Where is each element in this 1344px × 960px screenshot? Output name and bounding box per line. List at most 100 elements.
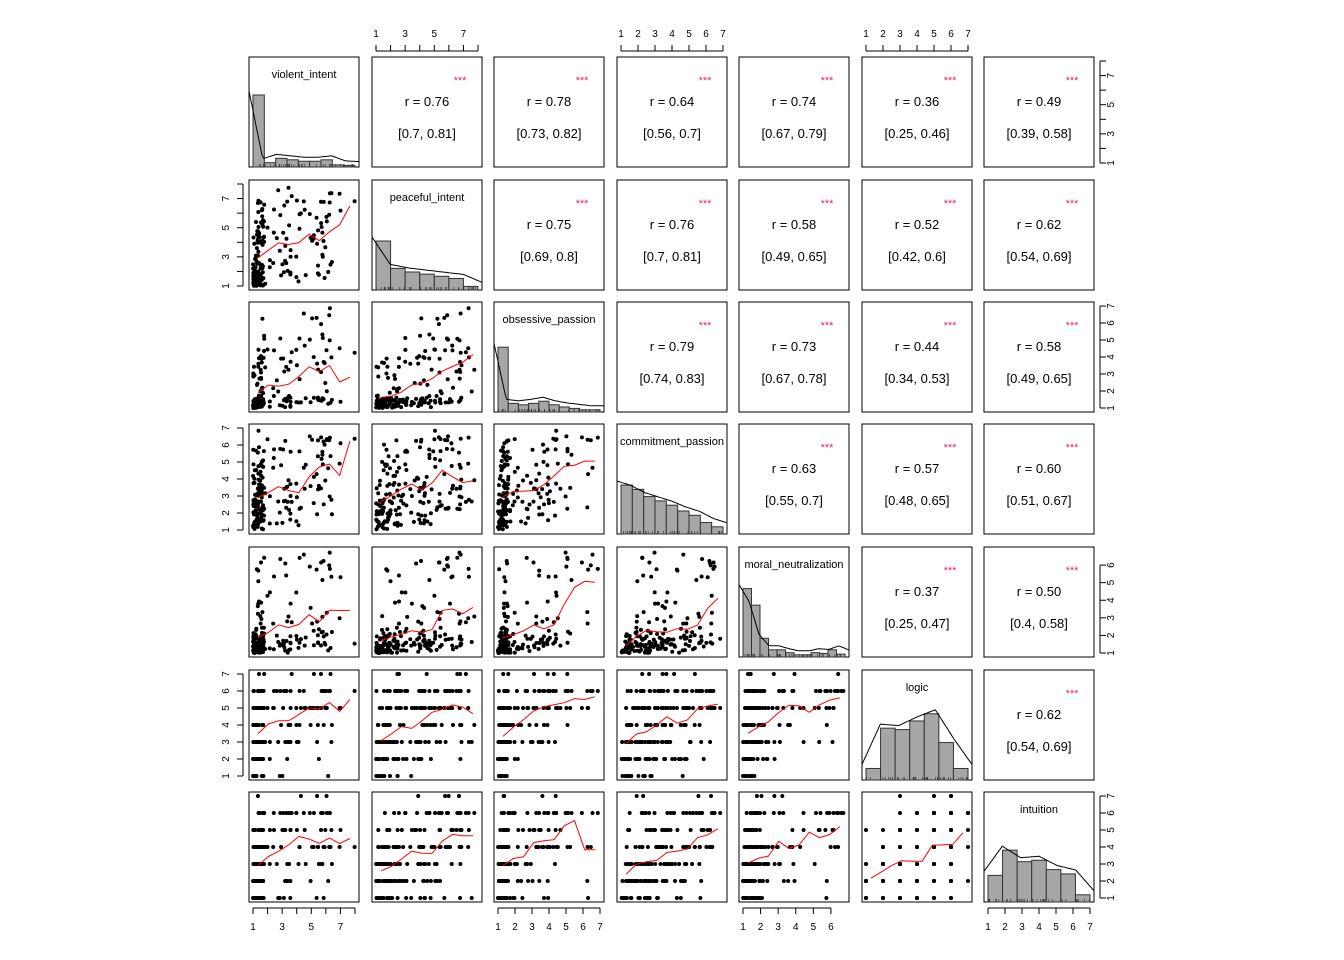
- scatter-point: [652, 811, 657, 815]
- scatter-point: [538, 495, 543, 500]
- scatter-point: [648, 723, 653, 727]
- scatter-point: [586, 472, 591, 477]
- scatter-point: [657, 689, 662, 693]
- scatter-point: [664, 845, 669, 849]
- scatter-point: [515, 465, 520, 470]
- scatter-point: [399, 828, 404, 832]
- scatter-point: [319, 828, 323, 832]
- scatter-point: [772, 740, 777, 744]
- scatter-point: [261, 625, 266, 630]
- scatter-point: [466, 566, 471, 571]
- panel-peaceful_intent-moral_neutralization: ***r = 0.58[0.49, 0.65]: [738, 179, 850, 291]
- scatter-point: [374, 641, 379, 645]
- scatter-point: [329, 723, 334, 727]
- scatter-point: [259, 464, 264, 468]
- scatter-point: [530, 740, 535, 744]
- scatter-point: [255, 381, 260, 386]
- scatter-point: [425, 382, 430, 387]
- scatter-point: [472, 811, 477, 815]
- scatter-point: [279, 463, 284, 468]
- scatter-point: [418, 740, 423, 744]
- scatter-point: [420, 604, 425, 609]
- scatter-point: [427, 332, 432, 337]
- scatter-point: [311, 501, 316, 506]
- scatter-point: [898, 811, 902, 815]
- scatter-point: [450, 447, 455, 452]
- scatter-point: [830, 740, 835, 744]
- scatter-point: [327, 338, 332, 343]
- scatter-point: [405, 396, 410, 401]
- histogram-bar: [923, 713, 940, 781]
- confidence-interval: [0.49, 0.65]: [761, 249, 826, 264]
- scatter-point: [393, 689, 397, 693]
- scatter-point: [395, 650, 399, 655]
- scatter-point: [338, 441, 343, 446]
- scatter-point: [314, 472, 319, 477]
- scatter-point: [254, 404, 259, 409]
- scatter-point: [508, 519, 513, 524]
- scatter-point: [647, 879, 652, 883]
- scatter-point: [746, 740, 751, 744]
- scatter-point: [391, 879, 396, 883]
- scatter-point: [329, 512, 334, 517]
- scatter-point: [409, 601, 414, 606]
- scatter-point: [328, 646, 333, 650]
- histogram-bar: [448, 277, 464, 291]
- scatter-point: [259, 515, 264, 520]
- axis-tick-label: 4: [1106, 597, 1117, 603]
- scatter-point: [376, 502, 381, 507]
- scatter-point: [645, 723, 650, 727]
- scatter-point: [697, 625, 702, 630]
- scatter-point: [254, 397, 259, 401]
- scatter-point: [759, 794, 764, 798]
- scatter-point: [639, 647, 644, 652]
- scatter-point: [421, 845, 426, 849]
- scatter-point: [415, 811, 420, 815]
- scatter-point: [540, 487, 545, 492]
- scatter-point: [673, 600, 678, 605]
- fit-line: [257, 364, 351, 394]
- scatter-point: [711, 689, 716, 693]
- scatter-point: [412, 828, 417, 832]
- scatter-point: [398, 512, 402, 517]
- histogram-bar: [404, 271, 421, 291]
- scatter-point: [316, 263, 320, 268]
- scatter-point: [553, 447, 558, 452]
- scatter-point: [255, 511, 260, 516]
- scatter-point: [310, 437, 315, 442]
- scatter-point: [764, 740, 769, 744]
- scatter-point: [459, 845, 464, 849]
- panel-frame: [248, 423, 360, 535]
- scatter-point: [761, 757, 766, 761]
- correlation-value: r = 0.79: [650, 339, 694, 354]
- scatter-point: [532, 689, 537, 693]
- scatter-point: [433, 862, 437, 866]
- axis-tick-label: 3: [652, 29, 658, 40]
- panel-frame: [983, 56, 1095, 168]
- scatter-point: [458, 896, 463, 900]
- scatter-point: [256, 249, 261, 254]
- axis-tick-label: 6: [1106, 320, 1117, 326]
- scatter-point: [541, 459, 546, 464]
- scatter-point: [643, 811, 648, 815]
- scatter-point: [421, 633, 426, 638]
- scatter-point: [259, 560, 263, 565]
- scatter-point: [254, 879, 259, 883]
- scatter-point: [396, 689, 401, 693]
- scatter-point: [285, 398, 290, 402]
- scatter-point: [620, 896, 625, 900]
- scatter-point: [374, 364, 379, 369]
- scatter-point: [311, 845, 316, 849]
- scatter-point: [261, 449, 266, 454]
- confidence-interval: [0.56, 0.7]: [643, 126, 701, 141]
- scatter-point: [282, 203, 287, 208]
- scatter-point: [645, 845, 650, 849]
- scatter-point: [384, 404, 389, 409]
- scatter-point: [288, 601, 293, 606]
- axis-tick-label: 4: [1106, 354, 1117, 360]
- scatter-point: [681, 621, 686, 626]
- scatter-point: [521, 478, 525, 483]
- confidence-interval: [0.74, 0.83]: [639, 371, 704, 386]
